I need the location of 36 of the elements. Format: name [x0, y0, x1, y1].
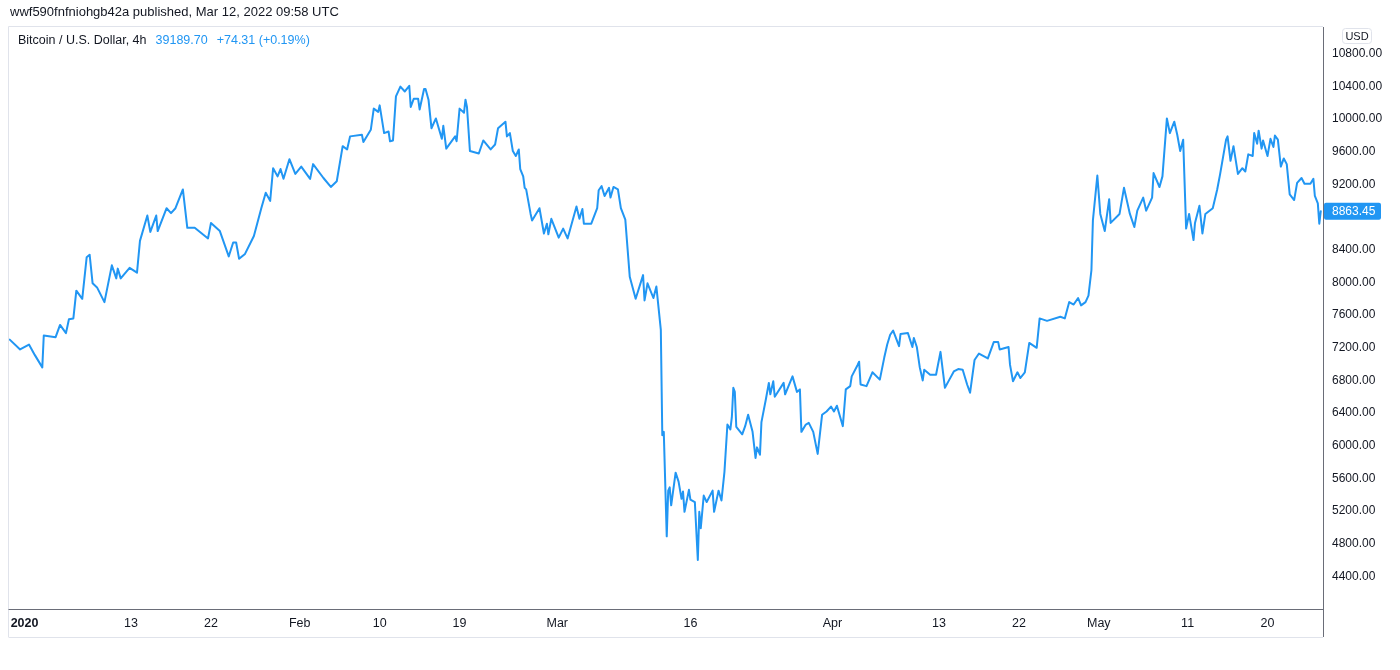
x-tick-label: 10	[372, 616, 387, 630]
y-tick-label: 6000.00	[1332, 437, 1376, 452]
y-tick-label: 10400.00	[1332, 78, 1383, 93]
y-tick-label: 8000.00	[1332, 274, 1376, 289]
annotation: 8863.45	[1332, 204, 1376, 219]
x-tick-label: 13	[124, 616, 139, 630]
x-tick-label: 22	[1011, 616, 1026, 630]
y-tick-label: 10000.00	[1332, 111, 1383, 126]
text: wwf590fnfniohgb42a published, Mar 12, 2022 09:58 UTC	[10, 4, 339, 20]
x-tick-label: 20	[1260, 616, 1275, 630]
y-tick-label: 5600.00	[1332, 470, 1376, 485]
y-tick-label: 7200.00	[1332, 339, 1376, 354]
y-tick-label: 9200.00	[1332, 176, 1376, 191]
y-tick-label: 10800.00	[1332, 46, 1383, 61]
x-tick-label: Apr	[822, 616, 843, 630]
annotation: 39189.70	[155, 32, 208, 48]
y-tick-label: 9600.00	[1332, 144, 1376, 159]
y-tick-label: 8400.00	[1332, 242, 1376, 257]
x-tick-label: 2020	[10, 616, 39, 630]
y-tick-label: 4400.00	[1332, 568, 1376, 583]
x-tick-label: Mar	[546, 616, 569, 630]
y-tick-label: 6800.00	[1332, 372, 1376, 387]
x-tick-label: 19	[452, 616, 467, 630]
x-tick-label: 22	[204, 616, 218, 630]
line-series	[9, 84, 1322, 562]
y-tick-label: 6400.00	[1332, 405, 1376, 420]
y-tick-label: 5200.00	[1332, 503, 1376, 518]
y-tick-label: 7600.00	[1332, 307, 1376, 322]
x-tick-label: 16	[683, 616, 698, 630]
x-tick-label: 11	[1181, 616, 1195, 630]
text: Bitcoin / U.S. Dollar, 4h	[18, 32, 147, 48]
x-tick-label: May	[1087, 616, 1112, 630]
y-tick-label: 4800.00	[1332, 535, 1376, 550]
x-tick-label: 13	[932, 616, 947, 630]
x-tick-label: Feb	[288, 616, 311, 630]
annotation: +74.31 (+0.19%)	[216, 32, 310, 48]
